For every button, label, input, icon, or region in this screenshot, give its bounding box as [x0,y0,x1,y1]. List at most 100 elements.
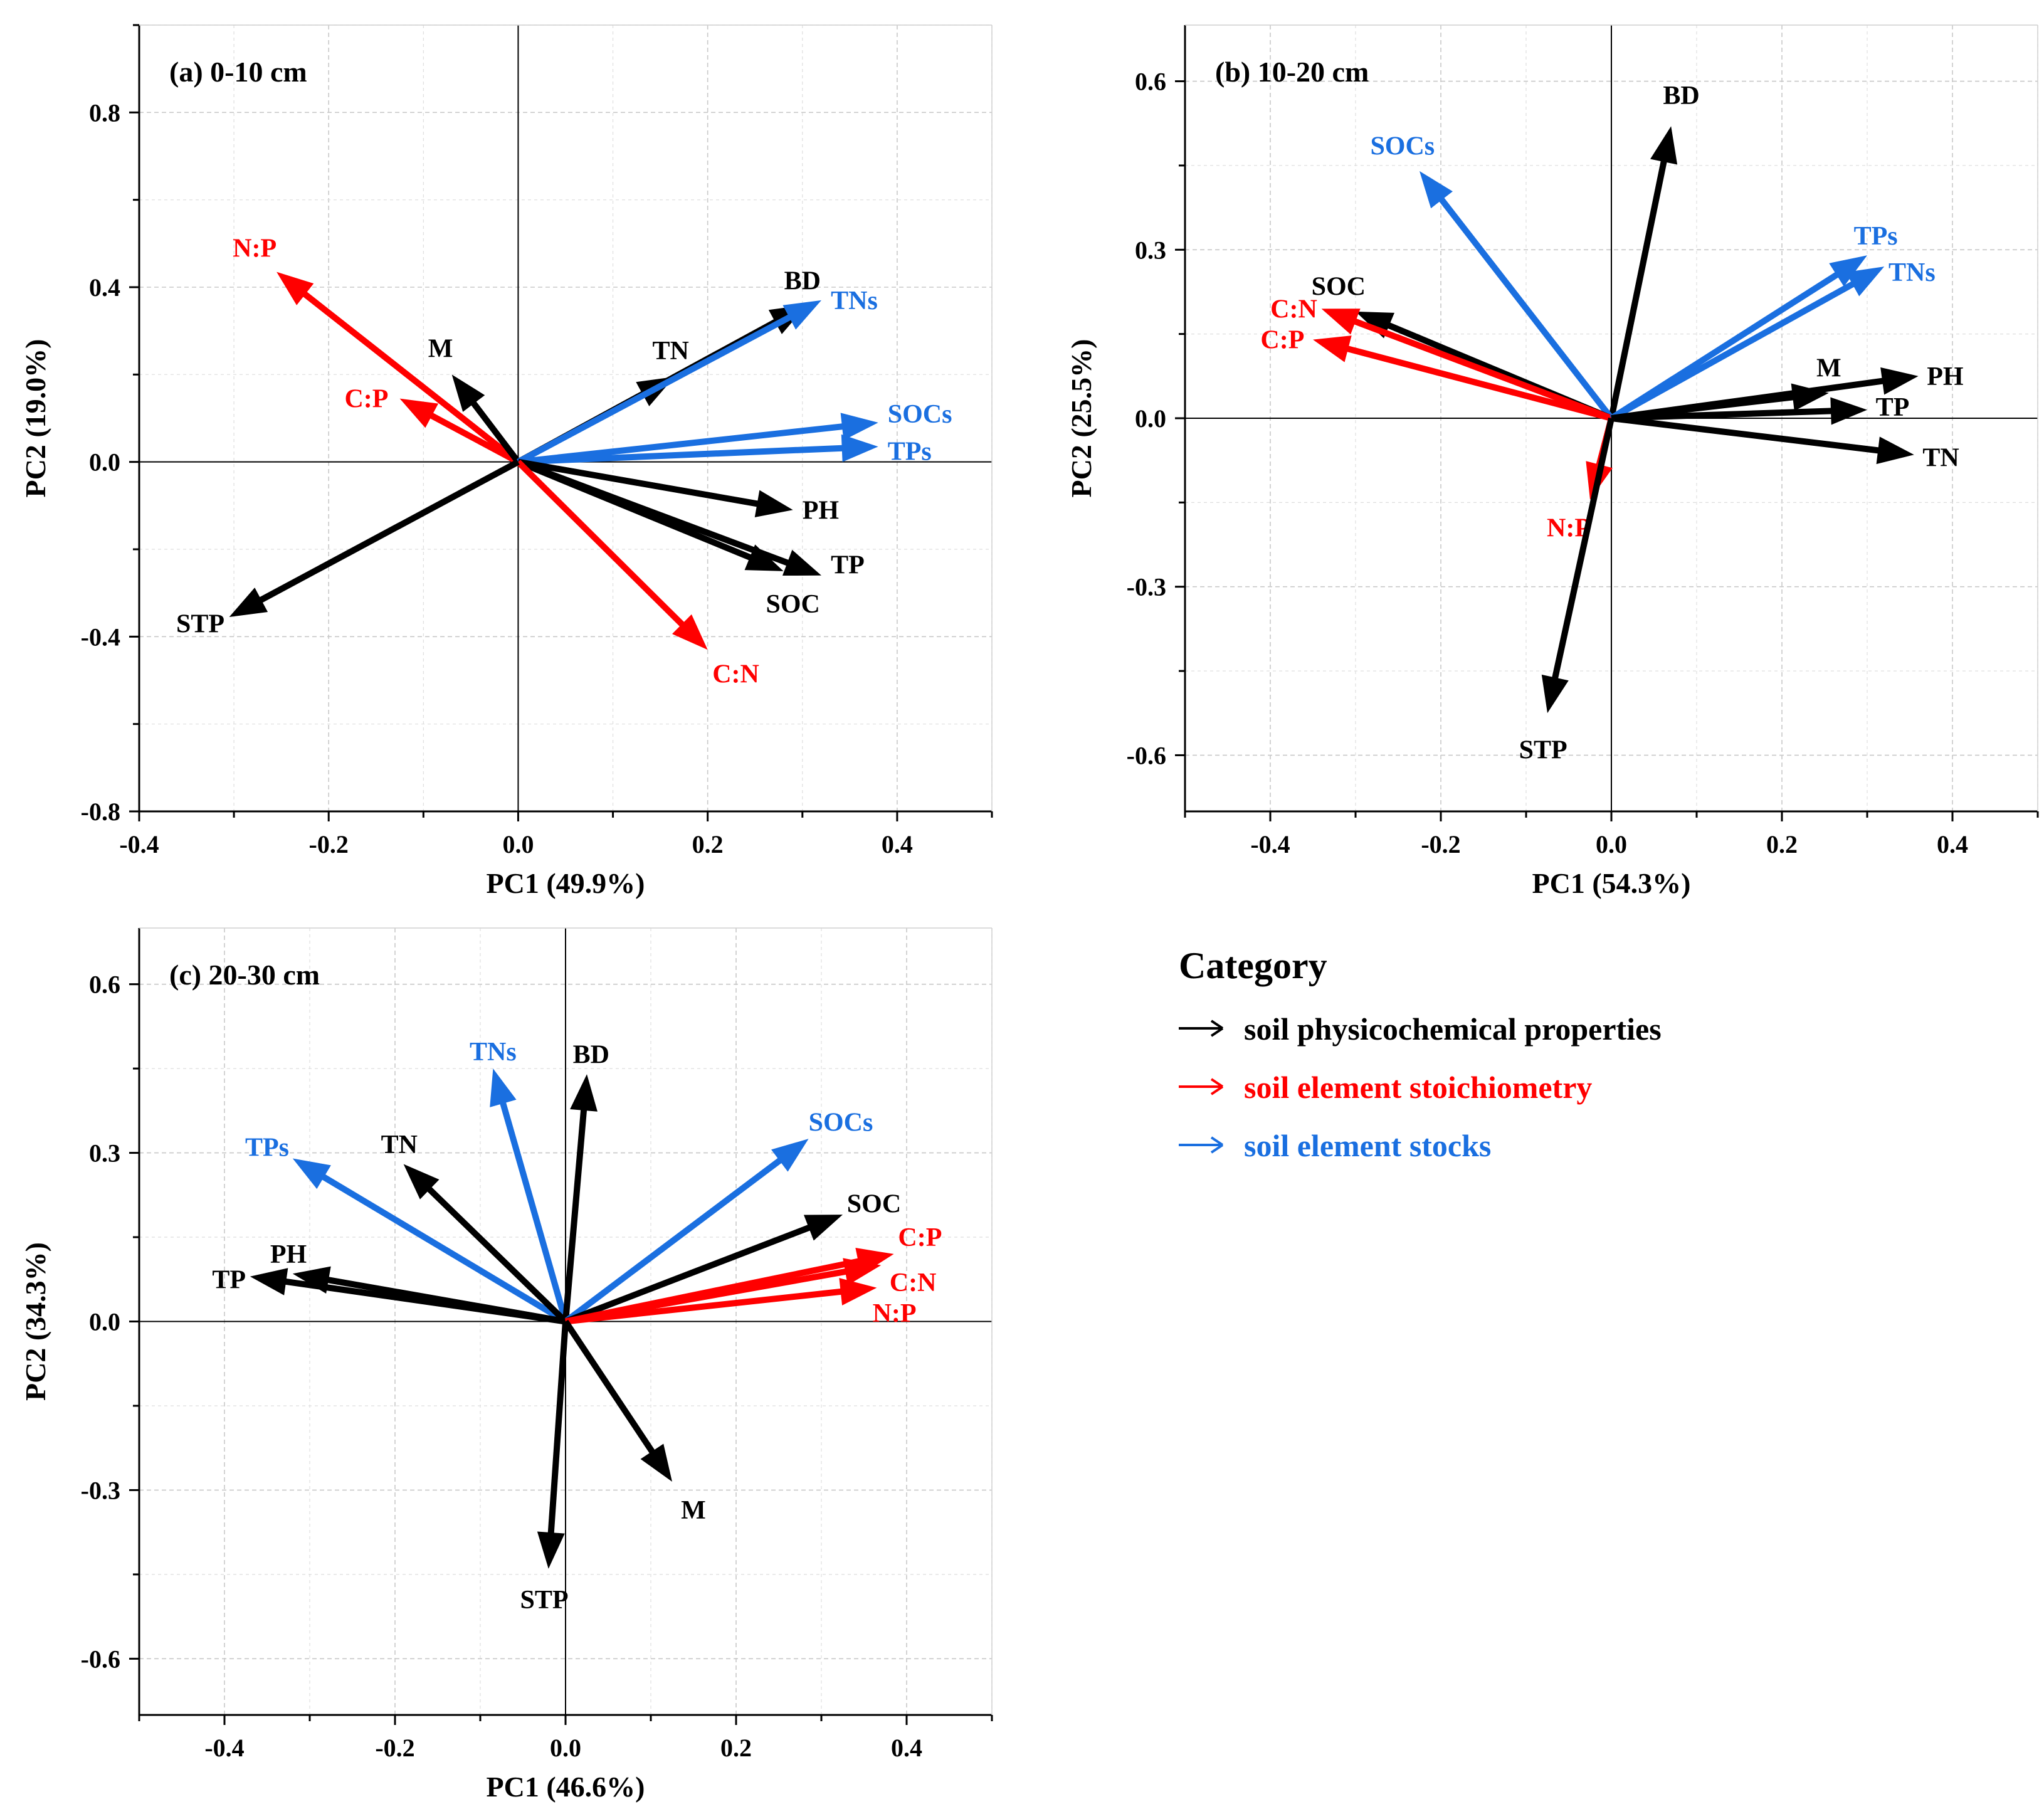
vector-shaft [1611,377,1889,421]
vector-label: BD [573,1041,609,1070]
vector-arrowhead [672,614,708,650]
vector-label: STP [1519,736,1567,764]
vector-arrowhead [1541,674,1569,714]
vector-label: N:P [873,1299,917,1328]
legend-label-stoichiometry: soil element stoichiometry [1244,1070,1592,1105]
vector-soc: SOC [1312,273,1613,421]
vector-arrowhead [841,434,878,462]
vector-shaft [562,1104,587,1322]
y-tick-label: 0.4 [89,273,120,302]
panel-title: (a) 0-10 cm [169,56,307,88]
vector-label: TNs [1889,258,1936,287]
x-axis-title: PC1 (54.3%) [1532,867,1691,899]
x-tick-label: 0.2 [1766,830,1798,858]
vector-arrowhead [754,490,793,517]
vector-soc: SOC [517,459,820,619]
vector-socs: SOCs [563,1108,873,1324]
vector-shaft [254,459,520,606]
vector-arrowhead [1880,367,1919,395]
vector-tn: TN [1611,415,1959,473]
x-tick-label: -0.4 [1250,830,1290,858]
y-tick-label: -0.8 [81,798,120,826]
vector-arrowhead [782,300,821,330]
vector-arrowhead [250,1268,288,1295]
vector-soc: SOC [564,1189,901,1325]
vector-label: TN [1922,444,1959,473]
vector-label: TP [212,1265,246,1294]
legend-label-stocks: soil element stocks [1244,1128,1491,1163]
vector-arrowhead [782,549,821,576]
y-tick-label: -0.6 [81,1645,120,1673]
y-tick-label: 0.0 [1135,404,1166,433]
vector-label: TPs [888,437,932,466]
vector-arrowhead [1313,335,1352,362]
vector-stp: STP [1519,417,1615,764]
vector-stp: STP [520,1321,569,1615]
vector-shaft [1611,408,1838,421]
vector-tps: TPs [1609,222,1898,421]
vector-arrowhead [840,413,878,441]
y-tick-label: 0.3 [89,1139,120,1168]
vector-shaft [517,312,796,465]
vector-arrowhead [537,1531,565,1569]
vector-shaft [1609,278,1860,421]
y-tick-label: 0.6 [89,971,120,999]
y-tick-label: 0.0 [89,1308,120,1336]
vector-label: TP [1876,393,1910,422]
vector-label: C:N [712,660,759,689]
legend-item-stoichiometry: soil element stoichiometry [1179,1070,1592,1105]
panel-title: (b) 10-20 cm [1215,56,1369,88]
vector-arrowhead [292,1158,331,1189]
vector-arrowhead [1650,126,1678,165]
vector-label: C:P [898,1223,942,1252]
x-tick-label: 0.4 [891,1734,922,1762]
y-tick-label: 0.3 [1135,236,1166,264]
vector-arrowhead [1876,436,1914,465]
vector-label: BD [784,267,821,296]
vector-tps: TPs [518,434,932,466]
vector-n-p: N:P [1547,417,1615,543]
vector-label: C:N [1270,295,1317,324]
vector-shaft [1341,344,1613,421]
vector-tp: TP [212,1265,566,1325]
vector-c-p: C:P [344,385,520,465]
vector-bd: BD [562,1041,609,1322]
legend: Category soil physicochemical properties… [1179,945,1662,1163]
x-tick-label: -0.2 [309,830,349,858]
vector-label: PH [803,496,839,525]
legend-arrowhead-black [1210,1020,1224,1037]
vector-shaft [517,458,764,508]
vector-tns: TNs [517,287,878,465]
y-axis-title: PC2 (19.0%) [19,339,51,498]
vector-label: SOC [766,590,819,619]
vector-shaft [424,409,520,465]
y-axis-title: PC2 (34.3%) [19,1242,51,1401]
x-tick-label: 0.0 [550,1734,581,1762]
vector-shaft [565,1287,848,1325]
vector-label: N:P [233,234,277,263]
vector-arrowhead [839,1278,877,1305]
vector-shaft [1608,155,1668,419]
vector-label: TNs [470,1038,517,1067]
legend-item-physicochemical: soil physicochemical properties [1179,1011,1662,1047]
vector-label: STP [520,1586,568,1615]
x-tick-label: -0.4 [204,1734,244,1762]
vector-arrowhead [399,398,439,428]
y-tick-label: -0.6 [1127,741,1166,769]
vector-shaft [279,1277,566,1325]
x-tick-label: 0.2 [692,830,724,858]
vector-label: SOC [1312,273,1366,302]
vector-label: PH [270,1240,307,1269]
x-tick-label: 0.4 [1937,830,1968,858]
vector-label: TPs [245,1134,289,1163]
vector-label: TN [653,337,689,366]
vector-arrowhead [451,374,485,412]
legend-item-stocks: soil element stocks [1179,1128,1491,1163]
vector-bd: BD [1608,82,1700,419]
vector-stp: STP [176,459,520,638]
vector-c-n: C:N [515,460,759,689]
vector-c-p: C:P [1260,326,1613,421]
vector-ph: PH [1611,362,1964,421]
vector-arrowhead [640,1443,672,1482]
